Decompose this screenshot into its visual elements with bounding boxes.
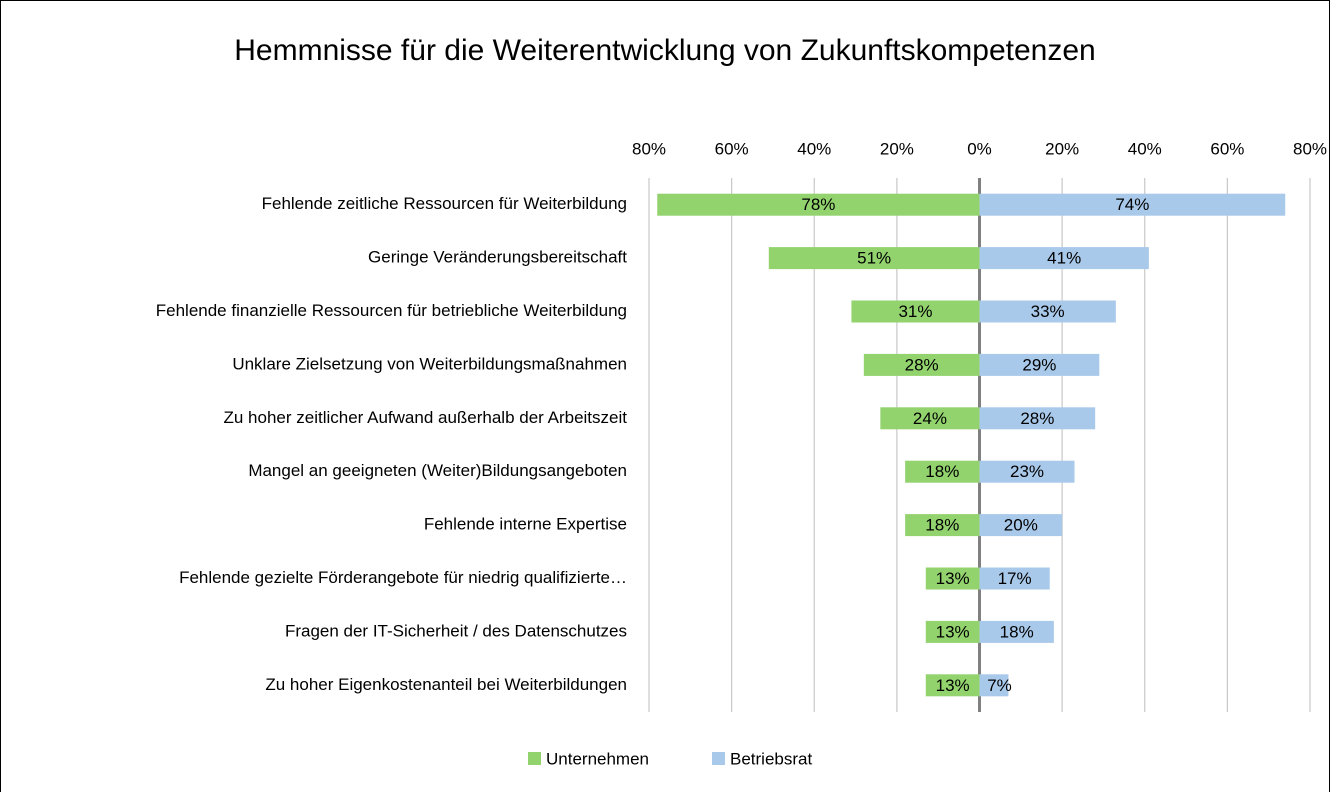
legend-swatch — [528, 752, 541, 765]
data-label: 13% — [936, 569, 970, 588]
bar — [880, 407, 980, 430]
chart-title: Hemmnisse für die Weiterentwicklung von … — [234, 34, 1096, 67]
x-tick-label: 20% — [880, 139, 914, 158]
data-label: 33% — [1031, 302, 1065, 321]
bar — [979, 620, 1054, 643]
data-label: 41% — [1047, 249, 1081, 268]
bar — [925, 620, 980, 643]
data-label: 74% — [1115, 195, 1149, 214]
bar — [979, 300, 1116, 323]
bar — [979, 460, 1075, 483]
x-tick-label: 60% — [715, 139, 749, 158]
y-tick-label: Fehlende interne Expertise — [424, 515, 627, 534]
y-tick-label: Mangel an geeigneten (Weiter)Bildungsang… — [248, 461, 627, 480]
data-label: 20% — [1004, 516, 1038, 535]
x-tick-label: 80% — [1293, 139, 1327, 158]
bar — [657, 193, 980, 216]
y-tick-label: Zu hoher zeitlicher Aufwand außerhalb de… — [223, 408, 627, 427]
x-tick-label: 20% — [1045, 139, 1079, 158]
y-tick-label: Fehlende finanzielle Ressourcen für betr… — [156, 301, 627, 320]
data-label: 51% — [857, 249, 891, 268]
legend-label: Betriebsrat — [730, 749, 812, 768]
x-tick-label: 0% — [967, 139, 992, 158]
bar — [979, 674, 1009, 697]
data-label: 18% — [925, 516, 959, 535]
bar — [905, 514, 980, 537]
bar — [863, 353, 980, 376]
data-label: 29% — [1022, 355, 1056, 374]
bar — [979, 353, 1100, 376]
data-label: 13% — [936, 676, 970, 695]
bar — [768, 247, 980, 270]
legend-label: Unternehmen — [546, 749, 649, 768]
y-tick-label: Zu hoher Eigenkostenanteil bei Weiterbil… — [265, 675, 627, 694]
bar — [905, 460, 980, 483]
y-tick-label: Unklare Zielsetzung von Weiterbildungsma… — [232, 354, 627, 373]
data-label: 23% — [1010, 462, 1044, 481]
y-tick-label: Fragen der IT-Sicherheit / des Datenschu… — [285, 621, 627, 640]
data-label: 18% — [925, 462, 959, 481]
bar — [979, 514, 1063, 537]
bar — [979, 247, 1149, 270]
bar — [925, 567, 980, 590]
data-label: 28% — [1020, 409, 1054, 428]
data-label: 17% — [998, 569, 1032, 588]
x-tick-label: 80% — [632, 139, 666, 158]
x-tick-label: 60% — [1210, 139, 1244, 158]
data-label: 7% — [987, 676, 1012, 695]
y-tick-label: Fehlende gezielte Förderangebote für nie… — [179, 568, 627, 587]
legend-swatch — [712, 752, 725, 765]
bar — [851, 300, 980, 323]
y-tick-label: Fehlende zeitliche Ressourcen für Weiter… — [262, 194, 627, 213]
data-label: 78% — [801, 195, 835, 214]
bar — [979, 567, 1050, 590]
bar — [979, 407, 1096, 430]
x-tick-label: 40% — [797, 139, 831, 158]
bar — [925, 674, 980, 697]
data-label: 28% — [905, 355, 939, 374]
y-tick-label: Geringe Veränderungsbereitschaft — [368, 248, 627, 267]
data-label: 13% — [936, 622, 970, 641]
x-tick-label: 40% — [1128, 139, 1162, 158]
bar — [979, 193, 1286, 216]
data-label: 18% — [1000, 622, 1034, 641]
data-label: 31% — [898, 302, 932, 321]
data-label: 24% — [913, 409, 947, 428]
